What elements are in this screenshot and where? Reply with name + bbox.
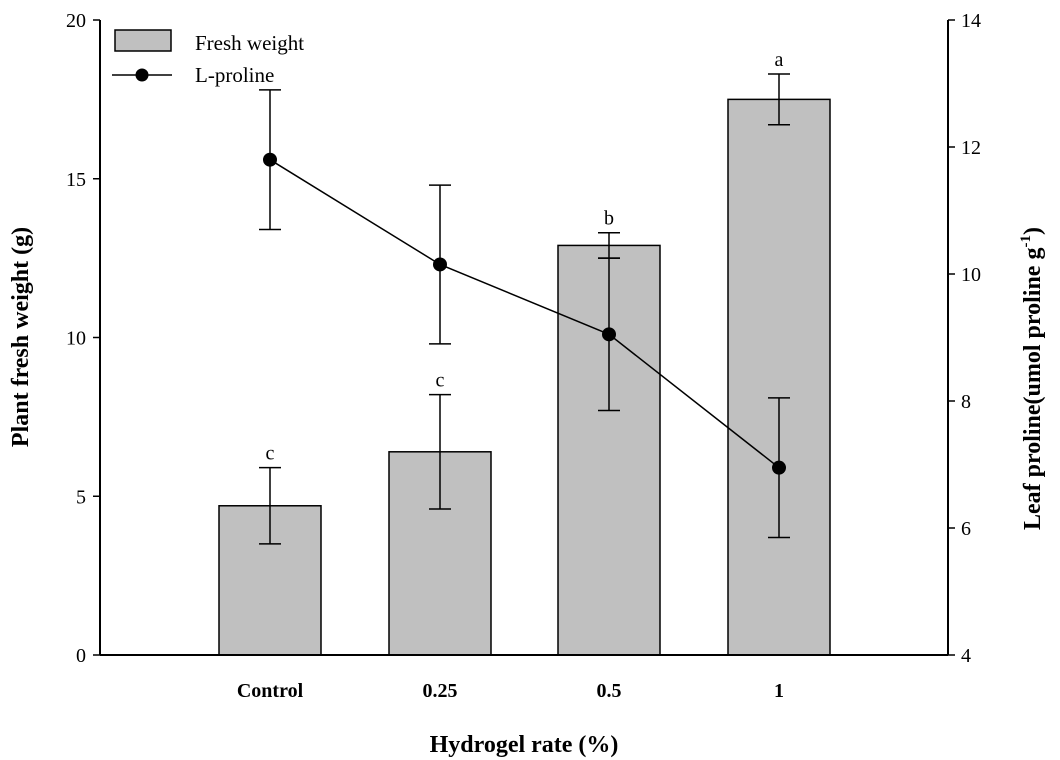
significance-label-3: a (775, 49, 784, 71)
significance-label-1: c (436, 370, 445, 392)
y-tick-label-right-1: 6 (961, 518, 971, 540)
x-tick-label-0: Control (237, 680, 304, 702)
y-tick-label-left-2: 10 (66, 328, 86, 350)
x-tick-label-3: 1 (774, 680, 784, 702)
significance-label-2: b (604, 208, 614, 230)
proline-point-2 (602, 327, 616, 342)
bar-3 (727, 98, 831, 656)
x-axis-title: Hydrogel rate (%) (430, 732, 619, 758)
y-tick-label-left-3: 15 (66, 169, 86, 191)
legend-bar-label: Fresh weight (195, 31, 304, 55)
y-tick-label-right-2: 8 (961, 391, 971, 413)
y-tick-label-left-0: 0 (76, 645, 86, 667)
y-axis-left-title: Plant fresh weight (g) (8, 227, 34, 447)
y-axis-right-title-close: ) (1020, 227, 1046, 235)
bars-layer: c c b a (218, 49, 831, 656)
y-tick-label-left-4: 20 (66, 10, 86, 32)
y-tick-label-right-3: 10 (961, 264, 981, 286)
proline-point-1 (433, 257, 447, 272)
proline-line (269, 159, 780, 469)
legend-line-label: L-proline (195, 63, 274, 87)
y-tick-label-right-4: 12 (961, 137, 981, 159)
proline-point-3 (772, 460, 786, 475)
y-tick-label-right-5: 14 (961, 10, 981, 32)
x-tick-label-1: 0.25 (423, 680, 458, 702)
legend: Fresh weight L-proline (112, 29, 304, 87)
y-ticks-left: 0 5 10 15 20 (66, 10, 100, 667)
x-tick-labels: Control 0.25 0.5 1 (237, 680, 784, 702)
y-tick-label-right-0: 4 (961, 645, 971, 667)
y-axis-right-title: Leaf proline(umol proline g-1) (1018, 227, 1046, 530)
x-tick-label-2: 0.5 (597, 680, 622, 702)
y-ticks-right: 4 6 8 10 12 14 (948, 10, 981, 667)
legend-bar-swatch (114, 29, 172, 52)
proline-point-0 (263, 152, 277, 167)
y-tick-label-left-1: 5 (76, 486, 86, 508)
y-axis-right-title-sup: -1 (1018, 235, 1034, 248)
y-axis-right-title-main: Leaf proline(umol proline g (1020, 248, 1046, 530)
significance-label-0: c (266, 443, 275, 465)
legend-line-marker (135, 68, 149, 82)
line-layer (259, 89, 790, 539)
